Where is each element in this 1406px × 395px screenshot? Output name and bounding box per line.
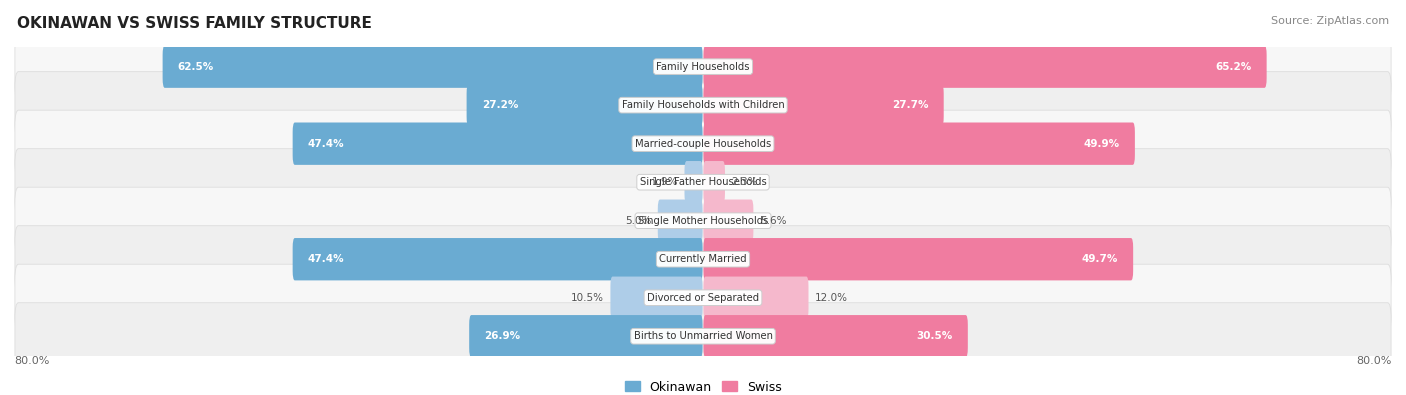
FancyBboxPatch shape bbox=[467, 84, 703, 126]
Text: Divorced or Separated: Divorced or Separated bbox=[647, 293, 759, 303]
FancyBboxPatch shape bbox=[610, 276, 703, 319]
FancyBboxPatch shape bbox=[703, 276, 808, 319]
FancyBboxPatch shape bbox=[703, 161, 725, 203]
Text: 5.6%: 5.6% bbox=[759, 216, 786, 226]
Text: Source: ZipAtlas.com: Source: ZipAtlas.com bbox=[1271, 16, 1389, 26]
FancyBboxPatch shape bbox=[15, 149, 1391, 216]
Text: 1.9%: 1.9% bbox=[651, 177, 678, 187]
FancyBboxPatch shape bbox=[703, 122, 1135, 165]
FancyBboxPatch shape bbox=[658, 199, 703, 242]
Text: 5.0%: 5.0% bbox=[624, 216, 651, 226]
Text: 65.2%: 65.2% bbox=[1215, 62, 1251, 71]
FancyBboxPatch shape bbox=[470, 315, 703, 357]
Text: Family Households with Children: Family Households with Children bbox=[621, 100, 785, 110]
Text: 30.5%: 30.5% bbox=[917, 331, 953, 341]
Text: 27.2%: 27.2% bbox=[482, 100, 517, 110]
Text: 80.0%: 80.0% bbox=[14, 356, 49, 366]
Text: 80.0%: 80.0% bbox=[1357, 356, 1392, 366]
FancyBboxPatch shape bbox=[685, 161, 703, 203]
Text: Births to Unmarried Women: Births to Unmarried Women bbox=[634, 331, 772, 341]
Text: 47.4%: 47.4% bbox=[308, 254, 344, 264]
FancyBboxPatch shape bbox=[703, 315, 967, 357]
FancyBboxPatch shape bbox=[703, 199, 754, 242]
Text: 62.5%: 62.5% bbox=[177, 62, 214, 71]
Text: Single Mother Households: Single Mother Households bbox=[638, 216, 768, 226]
FancyBboxPatch shape bbox=[15, 187, 1391, 254]
FancyBboxPatch shape bbox=[15, 226, 1391, 293]
FancyBboxPatch shape bbox=[15, 71, 1391, 139]
FancyBboxPatch shape bbox=[703, 45, 1267, 88]
FancyBboxPatch shape bbox=[15, 33, 1391, 100]
FancyBboxPatch shape bbox=[703, 84, 943, 126]
Text: Married-couple Households: Married-couple Households bbox=[636, 139, 770, 149]
Legend: Okinawan, Swiss: Okinawan, Swiss bbox=[620, 376, 786, 395]
Text: 47.4%: 47.4% bbox=[308, 139, 344, 149]
Text: 12.0%: 12.0% bbox=[815, 293, 848, 303]
FancyBboxPatch shape bbox=[15, 110, 1391, 177]
Text: 10.5%: 10.5% bbox=[571, 293, 605, 303]
FancyBboxPatch shape bbox=[292, 122, 703, 165]
Text: 27.7%: 27.7% bbox=[893, 100, 928, 110]
FancyBboxPatch shape bbox=[703, 238, 1133, 280]
Text: 2.3%: 2.3% bbox=[731, 177, 758, 187]
Text: 49.9%: 49.9% bbox=[1084, 139, 1119, 149]
FancyBboxPatch shape bbox=[292, 238, 703, 280]
FancyBboxPatch shape bbox=[163, 45, 703, 88]
FancyBboxPatch shape bbox=[15, 264, 1391, 331]
Text: OKINAWAN VS SWISS FAMILY STRUCTURE: OKINAWAN VS SWISS FAMILY STRUCTURE bbox=[17, 16, 371, 31]
Text: 49.7%: 49.7% bbox=[1081, 254, 1118, 264]
FancyBboxPatch shape bbox=[15, 303, 1391, 370]
Text: Single Father Households: Single Father Households bbox=[640, 177, 766, 187]
Text: Family Households: Family Households bbox=[657, 62, 749, 71]
Text: Currently Married: Currently Married bbox=[659, 254, 747, 264]
Text: 26.9%: 26.9% bbox=[484, 331, 520, 341]
